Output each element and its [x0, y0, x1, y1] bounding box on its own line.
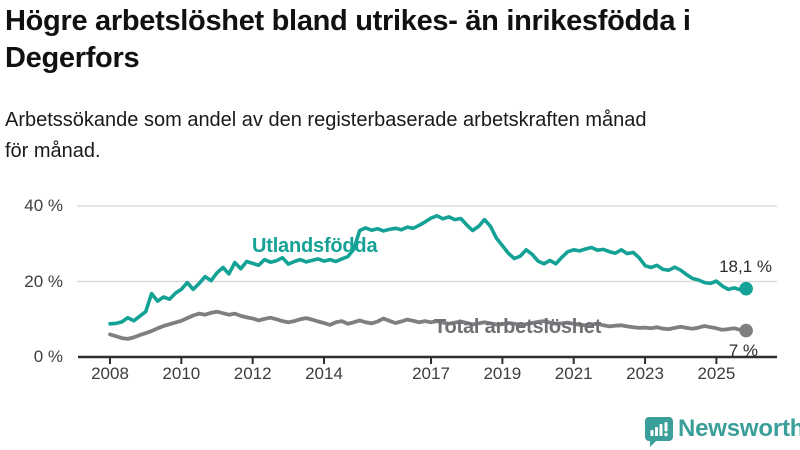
end-value-utlandsfodda: 18,1 % [719, 257, 772, 276]
x-tick-label: 2008 [91, 364, 129, 383]
x-tick-label: 2019 [483, 364, 522, 383]
y-tick-label: 20 % [24, 271, 63, 291]
x-tick-label: 2014 [305, 364, 343, 383]
x-tick-label: 2017 [412, 364, 450, 383]
subtitle-line-1: Arbetssökande som andel av den registerb… [5, 109, 647, 131]
chart-subtitle: Arbetssökande som andel av den registerb… [5, 105, 795, 167]
brand-name: Newsworthy [678, 415, 800, 442]
subtitle-line-2: för månad. [5, 140, 101, 162]
y-tick-label: 0 % [33, 347, 63, 366]
end-value-total: 7 % [728, 341, 758, 360]
x-tick-label: 2025 [697, 364, 736, 383]
series-label-utlandsfodda: Utlandsfödda [252, 235, 378, 257]
series-label-total: Total arbetslöshet [434, 316, 602, 338]
series-line-total [108, 309, 748, 341]
x-tick-label: 2021 [554, 364, 593, 383]
gridlines [77, 205, 777, 283]
x-tick-label: 2010 [162, 364, 201, 383]
newsworthy-logo: Newsworthy [644, 414, 800, 448]
bar-chart-speech-bubble-icon [645, 417, 673, 447]
x-tick-label: 2012 [233, 364, 272, 383]
page-title: Högre arbetslöshet bland utrikes- än inr… [5, 3, 785, 77]
series-end-dot-total [739, 323, 753, 338]
title-line-2: Degerfors [5, 42, 140, 74]
series-line-utlandsfodda [108, 214, 748, 326]
x-axis [78, 355, 777, 364]
title-line-1: Högre arbetslöshet bland utrikes- än inr… [5, 5, 691, 37]
y-tick-label: 40 % [24, 196, 63, 215]
series-end-dot-utlandsfodda [739, 281, 753, 296]
x-tick-label: 2023 [626, 364, 664, 383]
